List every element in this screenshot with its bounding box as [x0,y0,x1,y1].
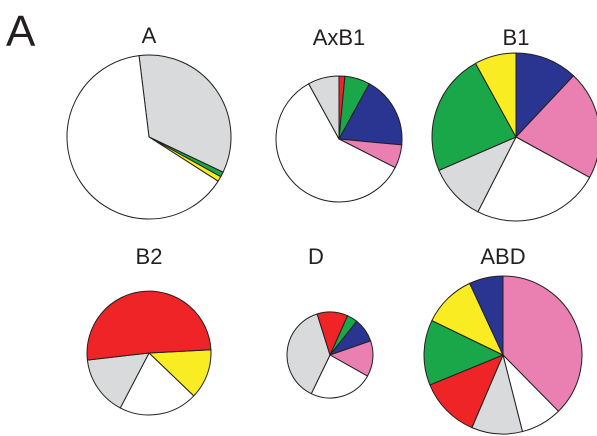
pie-slice-axb1-white [275,83,396,203]
panel-label: A [6,7,36,56]
pie-slice-d-red [316,311,349,357]
pie-title-abd: ABD [480,244,525,269]
pie-slice-b1-blue [515,52,575,139]
pie-slice-b2-red [86,290,212,361]
pie-axb1: AxB1 [275,25,403,203]
pie-title-a: A [142,23,157,48]
pie-abd: ABD [423,244,583,435]
pie-slice-abd-green [423,319,505,386]
pie-slice-b2-white [119,352,195,416]
pie-slice-axb1-blue [338,83,403,146]
pie-b1: B1 [431,25,597,222]
pie-slice-abd-blue [469,275,504,356]
pie-title-d: D [308,244,324,269]
pie-slice-b1-yellow [474,52,517,138]
pie-slice-d-gray [286,313,331,395]
pie-slice-b2-gray [86,352,150,409]
pie-title-b1: B1 [503,25,530,50]
pie-slice-axb1-gray [307,75,340,140]
pie-slice-b1-pink [515,75,597,179]
pie-slice-abd-pink [502,275,583,412]
pie-title-b2: B2 [136,244,163,269]
pie-title-axb1: AxB1 [313,25,366,50]
pie-slice-a-white [66,55,219,220]
pie-a: A [66,23,232,220]
pie-slice-abd-red [429,354,504,429]
pie-slice-b1-green [431,62,517,172]
pie-d: D [286,244,374,399]
pie-b2: B2 [86,244,212,416]
